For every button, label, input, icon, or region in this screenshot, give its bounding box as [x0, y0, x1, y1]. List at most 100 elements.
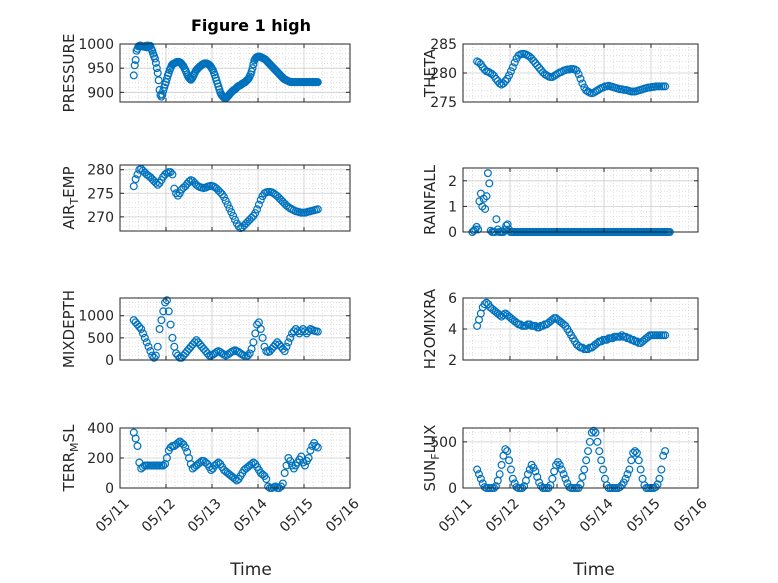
data-point	[593, 437, 602, 446]
data-point	[584, 447, 593, 456]
data-point	[154, 76, 163, 85]
data-point	[531, 467, 540, 476]
figure-title: Figure 1 high	[191, 16, 311, 35]
y-axis-label: MIXDEPTH	[60, 290, 78, 368]
data-point	[173, 439, 182, 448]
data-point	[533, 472, 542, 481]
data-point	[166, 168, 175, 177]
data-point	[144, 342, 153, 351]
data-point	[130, 61, 139, 70]
data-point	[262, 475, 271, 484]
data-point	[503, 220, 512, 229]
data-point	[162, 454, 171, 463]
data-point	[219, 193, 228, 202]
data-point	[520, 482, 529, 491]
data-point	[623, 470, 632, 479]
data-point	[584, 87, 593, 96]
data-point	[491, 482, 500, 491]
y-tick-label: 500	[87, 331, 114, 347]
data-point	[243, 351, 252, 360]
data-point	[548, 474, 557, 483]
data-point	[253, 205, 262, 214]
y-tick-label: 400	[87, 421, 114, 437]
data-point	[631, 447, 640, 456]
data-point	[129, 71, 138, 80]
data-point	[151, 351, 160, 360]
axes-box	[119, 297, 351, 361]
data-point	[153, 342, 162, 351]
data-point	[492, 215, 501, 224]
data-point	[587, 428, 596, 437]
data-point	[247, 67, 256, 76]
y-tick-label: 2	[448, 174, 457, 190]
data-point	[557, 465, 566, 474]
data-point	[661, 331, 670, 340]
data-point	[521, 321, 530, 330]
data-point	[258, 333, 267, 342]
data-point	[162, 296, 171, 305]
data-point	[495, 311, 504, 320]
data-point	[139, 329, 148, 338]
data-point	[280, 469, 289, 478]
data-point	[481, 204, 490, 213]
data-point	[542, 71, 551, 80]
y-tick-label: 0	[105, 353, 114, 369]
data-point	[602, 335, 611, 344]
data-point	[559, 470, 568, 479]
data-point	[313, 78, 322, 87]
data-point	[615, 332, 624, 341]
y-tick-label: 0	[105, 481, 114, 497]
data-point	[249, 60, 258, 69]
y-tick-label: 6	[448, 291, 457, 307]
data-point	[474, 225, 483, 234]
y-tick-label: 270	[87, 210, 114, 226]
data-point	[514, 51, 523, 60]
data-point	[548, 315, 557, 324]
data-point	[501, 445, 510, 454]
data-point	[150, 353, 159, 362]
y-tick-label: 1000	[78, 37, 114, 53]
y-tick-label: 950	[87, 61, 114, 77]
data-point	[142, 338, 151, 347]
data-point	[629, 448, 638, 457]
data-point	[133, 442, 142, 451]
data-point	[196, 458, 205, 467]
y-tick-label: 1	[448, 199, 457, 215]
data-point	[131, 175, 140, 184]
data-point	[582, 456, 591, 465]
data-point	[146, 347, 155, 356]
x-axis-label-right: Time	[572, 560, 615, 580]
data-point	[661, 447, 670, 456]
data-point	[280, 347, 289, 356]
data-point	[286, 333, 295, 342]
data-point	[300, 461, 309, 470]
data-point	[499, 311, 508, 320]
data-point	[525, 465, 534, 474]
data-point	[525, 320, 534, 329]
data-point	[313, 443, 322, 452]
data-point	[225, 204, 234, 213]
data-point	[254, 200, 263, 209]
y-axis-label: PRESSURE	[60, 34, 78, 113]
data-point	[155, 325, 164, 334]
data-point	[227, 208, 236, 217]
data-point	[585, 437, 594, 446]
data-point	[229, 211, 238, 220]
data-point	[591, 428, 600, 437]
x-axis-label-left: Time	[229, 560, 272, 580]
y-tick-label: 0	[448, 225, 457, 241]
y-axis-label: AIRTEMP	[60, 166, 81, 229]
y-tick-label: 275	[430, 95, 457, 111]
data-point	[578, 343, 587, 352]
data-point	[503, 447, 512, 456]
data-point	[506, 67, 515, 76]
data-point	[510, 58, 519, 67]
data-point	[508, 474, 517, 483]
data-point	[271, 482, 280, 491]
data-point	[589, 426, 598, 435]
data-point	[129, 182, 138, 191]
data-point	[278, 479, 287, 488]
data-point	[245, 349, 254, 358]
y-tick-label: 285	[430, 37, 457, 53]
